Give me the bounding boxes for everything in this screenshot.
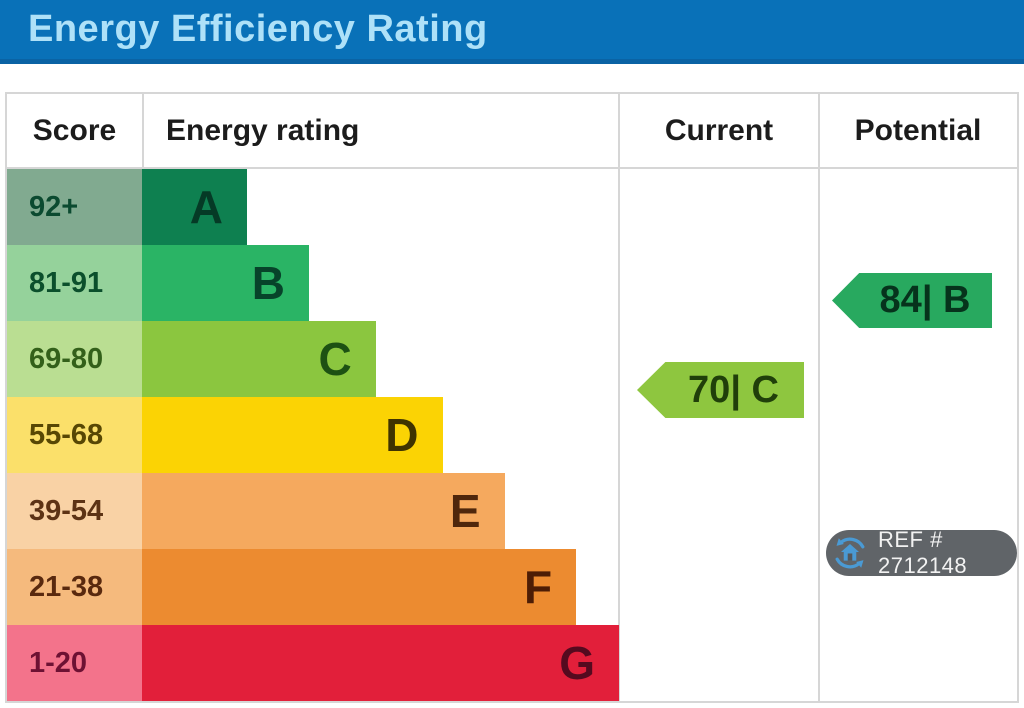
band-row-f: 21-38 F bbox=[7, 549, 1017, 625]
bar-track: A bbox=[142, 169, 619, 245]
bar-letter: G bbox=[559, 637, 595, 689]
table-header-row: Score Energy rating Current Potential bbox=[7, 94, 1017, 167]
band-row-a: 92+ A bbox=[7, 169, 1017, 245]
band-row-g: 1-20 G bbox=[7, 625, 1017, 701]
bar-letter: F bbox=[523, 561, 553, 613]
band-row-e: 39-54 E bbox=[7, 473, 1017, 549]
bar-track: G bbox=[142, 625, 619, 701]
score-range: 21-38 bbox=[7, 549, 142, 625]
ref-badge: REF # 2712148 bbox=[826, 527, 1017, 578]
rating-table: Score Energy rating Current Potential 92… bbox=[5, 92, 1019, 703]
rating-bar-g: G bbox=[142, 625, 619, 701]
rating-bar-c: C bbox=[142, 321, 376, 397]
column-header-score: Score bbox=[32, 113, 117, 147]
score-range: 55-68 bbox=[7, 397, 142, 473]
potential-rating-arrow: 84| B bbox=[832, 273, 992, 328]
ref-label: REF # 2712148 bbox=[878, 527, 968, 578]
bar-track: F bbox=[142, 549, 619, 625]
column-header-rating: Energy rating bbox=[166, 113, 360, 147]
current-rating-arrow: 70| C bbox=[637, 362, 804, 418]
bar-track: E bbox=[142, 473, 619, 549]
bar-letter: D bbox=[385, 409, 419, 461]
page-title: Energy Efficiency Rating bbox=[28, 8, 488, 50]
rating-bar-b: B bbox=[142, 245, 309, 321]
column-header-potential: Potential bbox=[854, 113, 982, 147]
rating-bar-d: D bbox=[142, 397, 443, 473]
score-range: 92+ bbox=[7, 169, 142, 245]
column-divider-potential bbox=[818, 94, 820, 701]
band-row-b: 81-91 B bbox=[7, 245, 1017, 321]
house-sync-icon bbox=[835, 537, 865, 569]
score-range: 1-20 bbox=[7, 625, 142, 701]
bar-letter: E bbox=[449, 485, 481, 537]
score-range: 81-91 bbox=[7, 245, 142, 321]
rating-bar-a: A bbox=[142, 169, 247, 245]
bar-track: C bbox=[142, 321, 619, 397]
column-divider-score bbox=[142, 94, 144, 167]
band-row-c: 69-80 C bbox=[7, 321, 1017, 397]
potential-rating-label: 84| B bbox=[879, 279, 971, 321]
bar-track: B bbox=[142, 245, 619, 321]
bar-track: D bbox=[142, 397, 619, 473]
band-row-d: 55-68 D bbox=[7, 397, 1017, 473]
column-header-current: Current bbox=[664, 113, 774, 147]
bar-letter: B bbox=[251, 257, 285, 309]
column-divider-current bbox=[618, 94, 620, 701]
score-range: 69-80 bbox=[7, 321, 142, 397]
band-rows: 92+ A 81-91 B 69-80 C 55-68 D bbox=[7, 169, 1017, 701]
bar-letter: A bbox=[189, 181, 223, 233]
rating-bar-f: F bbox=[142, 549, 577, 625]
bar-letter: C bbox=[318, 333, 352, 385]
current-rating-label: 70| C bbox=[688, 368, 779, 411]
header-divider bbox=[7, 167, 1017, 169]
title-bar: Energy Efficiency Rating bbox=[0, 0, 1024, 64]
rating-bar-e: E bbox=[142, 473, 505, 549]
score-range: 39-54 bbox=[7, 473, 142, 549]
